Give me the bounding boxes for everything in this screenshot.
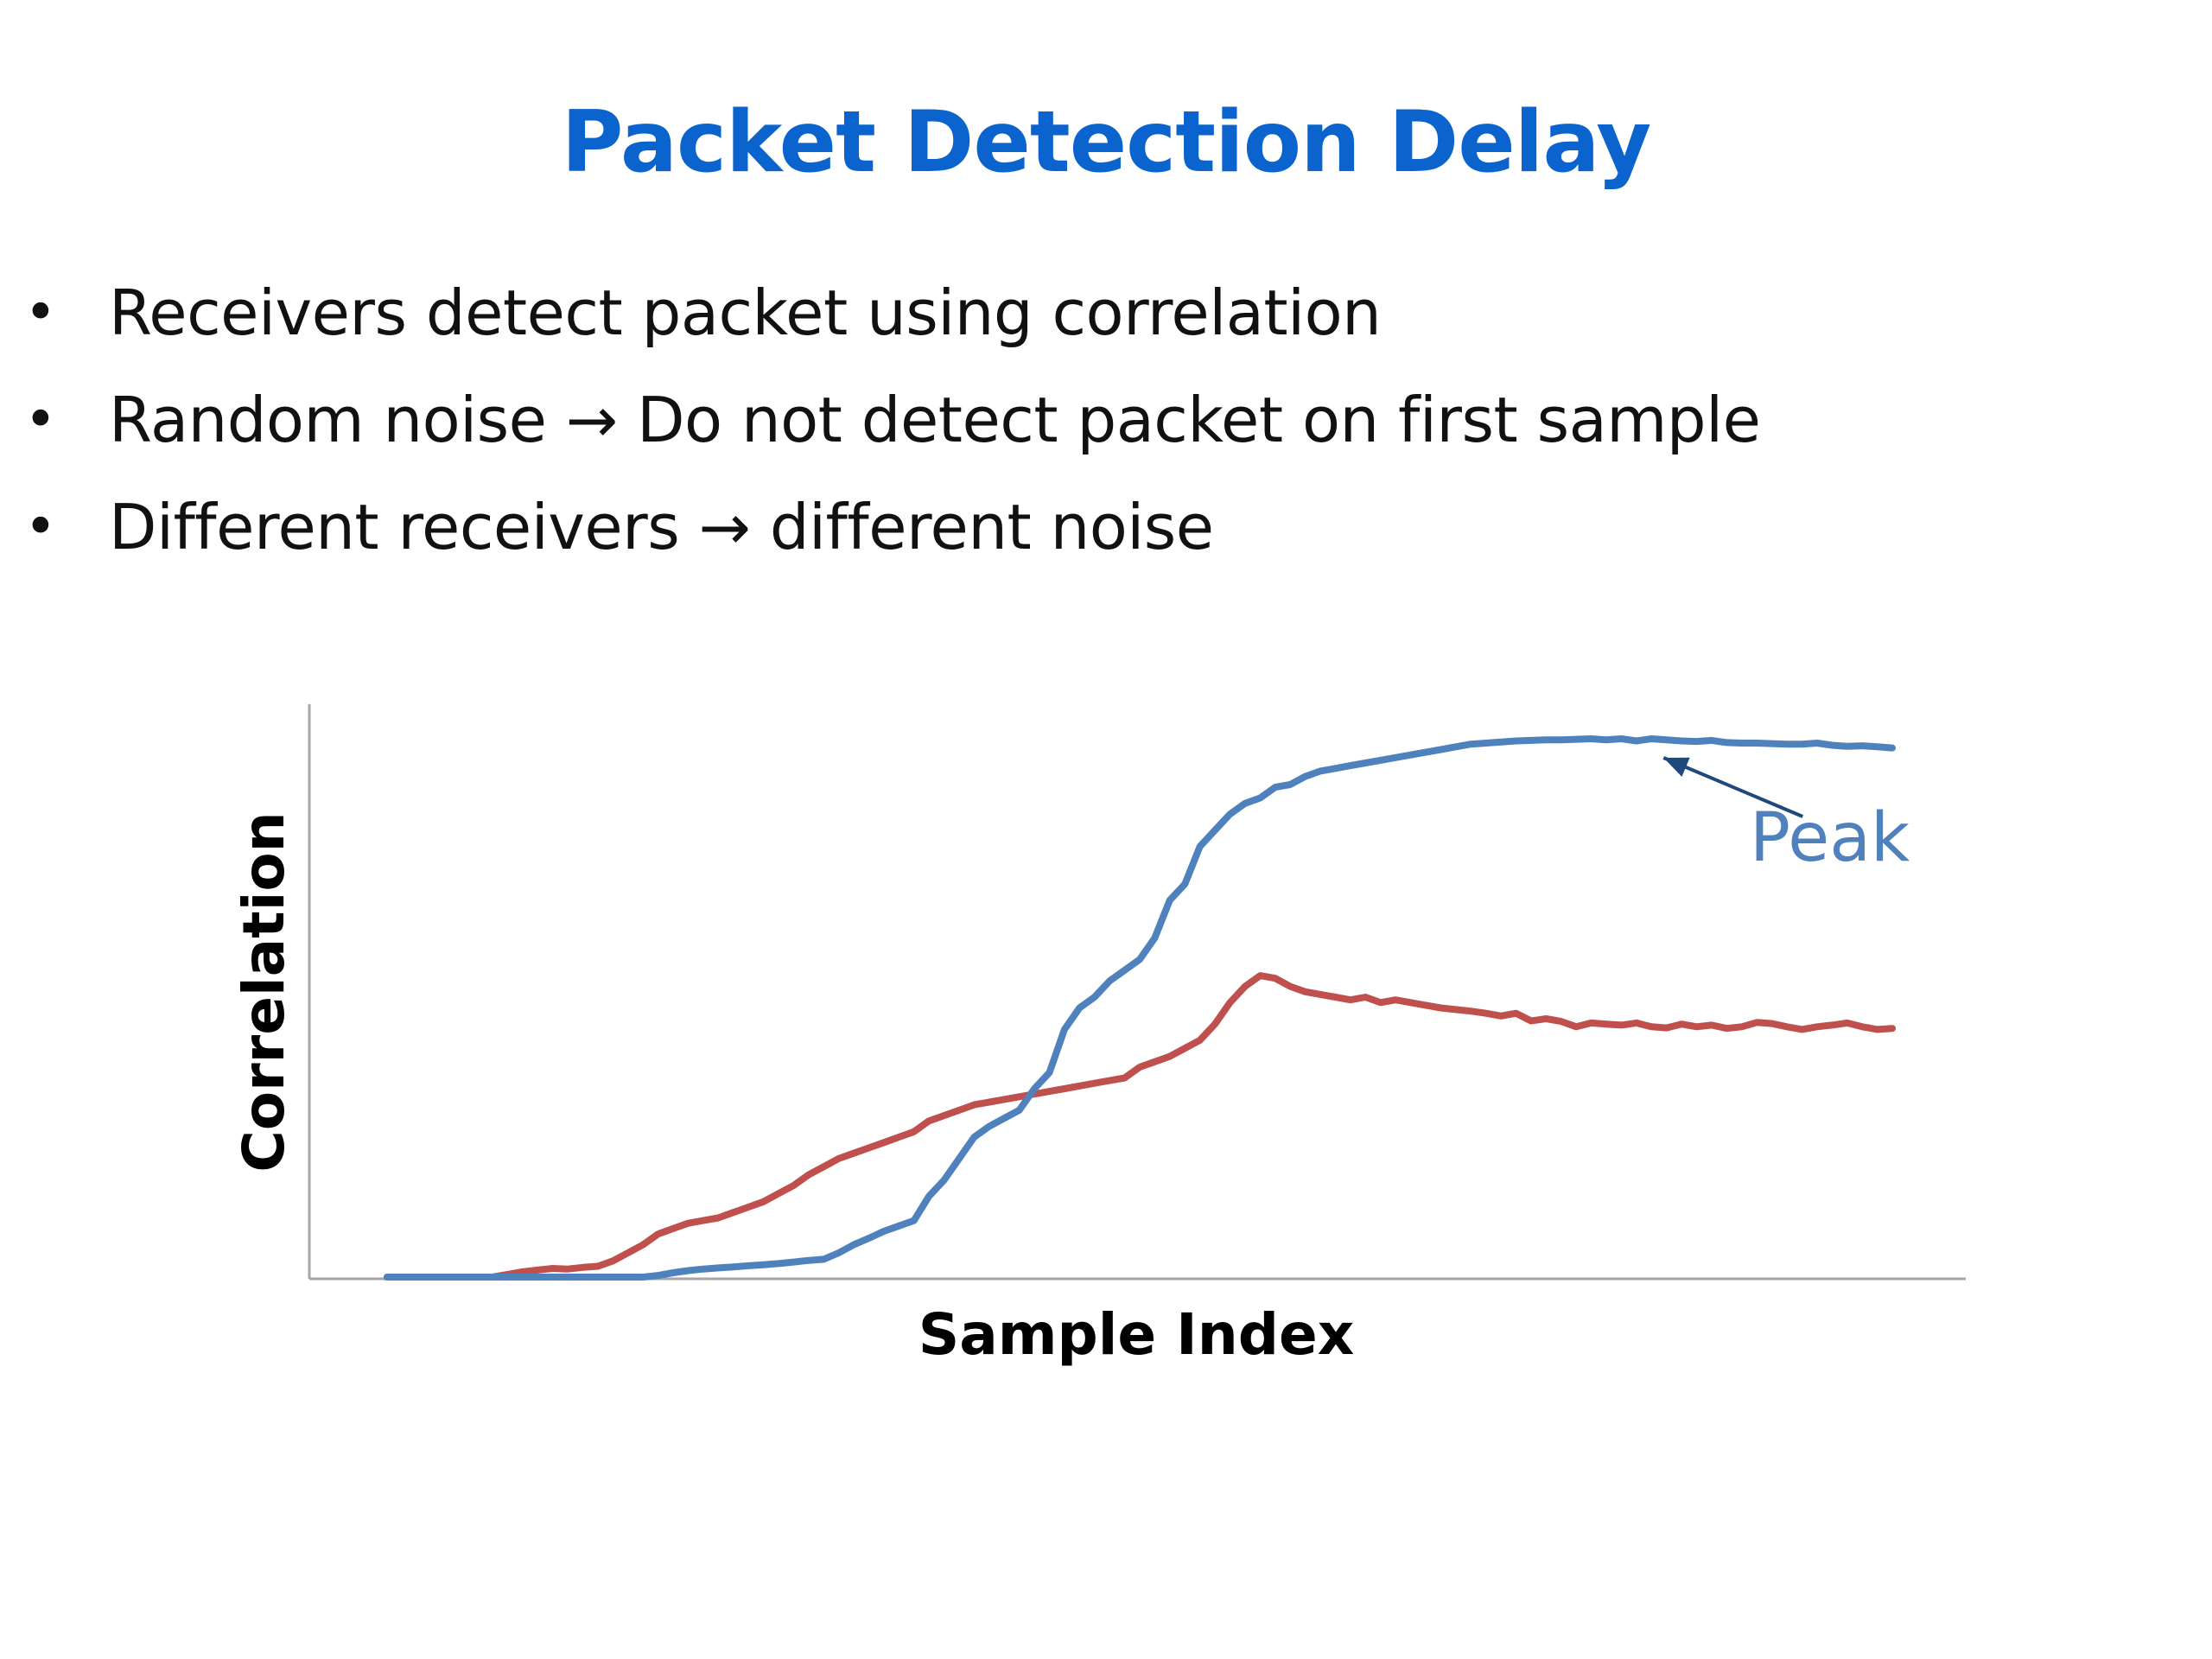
bullet-item: • Random noise → Do not detect packet on… [0, 366, 2212, 474]
bullet-text: Different receivers → different noise [109, 491, 1214, 563]
peak-arrow-icon [1663, 757, 1690, 777]
bullet-dot-icon: • [24, 281, 57, 345]
bullet-item: • Receivers detect packet using correlat… [0, 259, 2212, 366]
bullet-text: Receivers detect packet using correlatio… [109, 276, 1382, 349]
bullet-text: Random noise → Do not detect packet on f… [109, 384, 1761, 456]
peak-arrow-line [1662, 756, 1804, 818]
series-line-blue [384, 735, 1896, 1281]
y-axis-title: Correlation [231, 811, 297, 1172]
bullet-item: • Different receivers → different noise [0, 474, 2212, 581]
plot-area: Peak [308, 704, 1966, 1281]
bullet-dot-icon: • [24, 388, 57, 452]
bullet-list: • Receivers detect packet using correlat… [0, 259, 2212, 581]
bullet-dot-icon: • [24, 495, 57, 559]
slide-title: Packet Detection Delay [561, 93, 1652, 192]
series-layer [384, 735, 1896, 1281]
series-line-red [384, 972, 1896, 1281]
x-axis-title: Sample Index [918, 1301, 1355, 1368]
peak-annotation-label: Peak [1750, 799, 1910, 877]
